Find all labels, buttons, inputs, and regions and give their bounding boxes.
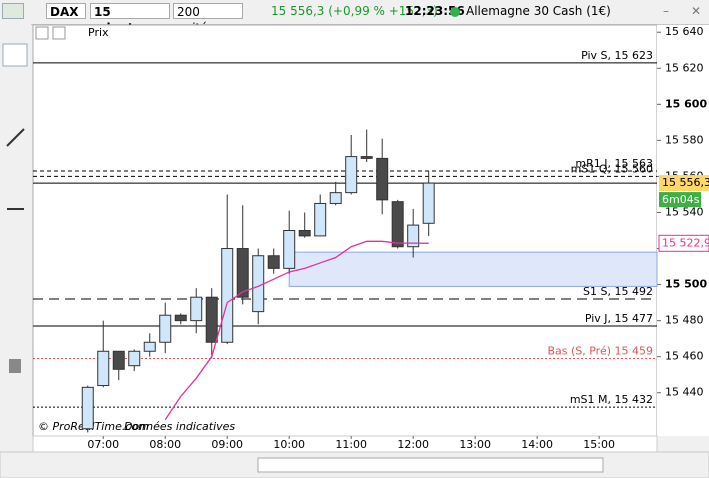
x-tick-label: 14:00 bbox=[521, 438, 553, 451]
level-label: Bas (S, Pré) 15 459 bbox=[547, 344, 653, 357]
candle-down bbox=[174, 314, 187, 322]
clock: 12:23:56 bbox=[405, 4, 465, 18]
price-axis bbox=[657, 25, 709, 436]
last-price-tag bbox=[659, 175, 709, 192]
quote: 15 556,3 (+0,99 % +152,3) bbox=[271, 4, 438, 18]
candle-down bbox=[267, 255, 280, 269]
candle-up bbox=[81, 386, 94, 430]
plot-area bbox=[32, 24, 658, 437]
close-indicator[interactable] bbox=[35, 26, 49, 40]
y-tick-label: 15 580 bbox=[665, 133, 704, 146]
y-tick-label: 15 500 bbox=[665, 278, 707, 291]
level-label: S1 S, 15 492 bbox=[583, 285, 653, 298]
grid-button[interactable] bbox=[2, 3, 24, 19]
candle-down bbox=[112, 350, 125, 370]
line-tool[interactable] bbox=[6, 128, 25, 147]
x-tick-label: 07:00 bbox=[87, 438, 119, 451]
level-label: mS1 Q, 15 560 bbox=[571, 162, 653, 175]
instrument: Allemagne 30 Cash (1€) bbox=[466, 4, 611, 18]
candle-up bbox=[143, 341, 156, 352]
candle-up bbox=[422, 182, 435, 224]
candle-up bbox=[329, 192, 342, 204]
x-tick-label: 09:00 bbox=[211, 438, 243, 451]
up-indicator[interactable] bbox=[52, 26, 66, 40]
last-price-label: 15 556,3 bbox=[662, 176, 709, 189]
y-tick-label: 15 620 bbox=[665, 61, 704, 74]
candle-up bbox=[97, 350, 110, 387]
candle-up bbox=[283, 230, 296, 269]
x-tick-label: 15:00 bbox=[583, 438, 615, 451]
trash-tool[interactable] bbox=[9, 359, 21, 373]
candle-up bbox=[221, 248, 234, 343]
ma-label: 15 522,9 bbox=[662, 236, 709, 249]
y-tick-label: 15 600 bbox=[665, 97, 707, 110]
status-dot bbox=[450, 7, 460, 17]
x-tick-label: 11:00 bbox=[335, 438, 367, 451]
chart: Prix © ProRealTime.com Données indicativ… bbox=[0, 24, 709, 478]
y-tick-label: 15 540 bbox=[665, 205, 704, 218]
units-select[interactable]: 200 unités bbox=[173, 3, 243, 35]
candle-up bbox=[190, 296, 203, 322]
level-label: Piv S, 15 623 bbox=[581, 49, 653, 62]
candle-up bbox=[159, 314, 172, 343]
moving-average bbox=[164, 240, 429, 421]
level-label: mR1 J, 15 563 bbox=[575, 157, 653, 170]
timeframe-select[interactable]: 15 minutes bbox=[90, 3, 170, 35]
candle-down bbox=[298, 230, 311, 237]
candle-up bbox=[252, 255, 265, 313]
toolbar: DAX 15 minutes 200 unités 15 556,3 (+0,9… bbox=[0, 0, 709, 35]
ma-tag bbox=[658, 234, 709, 252]
note: Données indicatives bbox=[124, 420, 235, 433]
x-tick-label: 13:00 bbox=[459, 438, 491, 451]
x-tick-label: 10:00 bbox=[273, 438, 305, 451]
y-tick-label: 15 480 bbox=[665, 314, 704, 327]
candle-down bbox=[236, 248, 249, 298]
level-label: Piv J, 15 477 bbox=[585, 312, 653, 325]
scrollbar[interactable] bbox=[257, 457, 604, 473]
y-tick-label: 15 440 bbox=[665, 386, 704, 399]
chart-label: Prix bbox=[88, 26, 109, 39]
x-tick-label: 08:00 bbox=[149, 438, 181, 451]
minimize[interactable]: – bbox=[663, 4, 669, 18]
candle-down bbox=[391, 201, 404, 248]
zone bbox=[288, 251, 658, 287]
candle-up bbox=[128, 350, 141, 367]
symbol-select[interactable]: DAX bbox=[46, 3, 86, 19]
timer-label: 6m04s bbox=[662, 193, 700, 206]
candle-down bbox=[376, 157, 389, 201]
candle-up bbox=[407, 224, 420, 248]
candle-up bbox=[345, 156, 358, 194]
candle-down bbox=[205, 296, 218, 343]
pointer-tool[interactable] bbox=[2, 43, 28, 67]
timer-tag bbox=[659, 192, 701, 208]
y-tick-label: 15 640 bbox=[665, 25, 704, 38]
left-toolbar bbox=[0, 24, 31, 478]
x-tick-label: 12:00 bbox=[397, 438, 429, 451]
candle-down bbox=[360, 156, 373, 159]
level-label: mS1 M, 15 432 bbox=[570, 393, 653, 406]
y-tick-label: 15 460 bbox=[665, 350, 704, 363]
candle-up bbox=[314, 202, 327, 237]
close[interactable]: ✕ bbox=[691, 4, 702, 18]
